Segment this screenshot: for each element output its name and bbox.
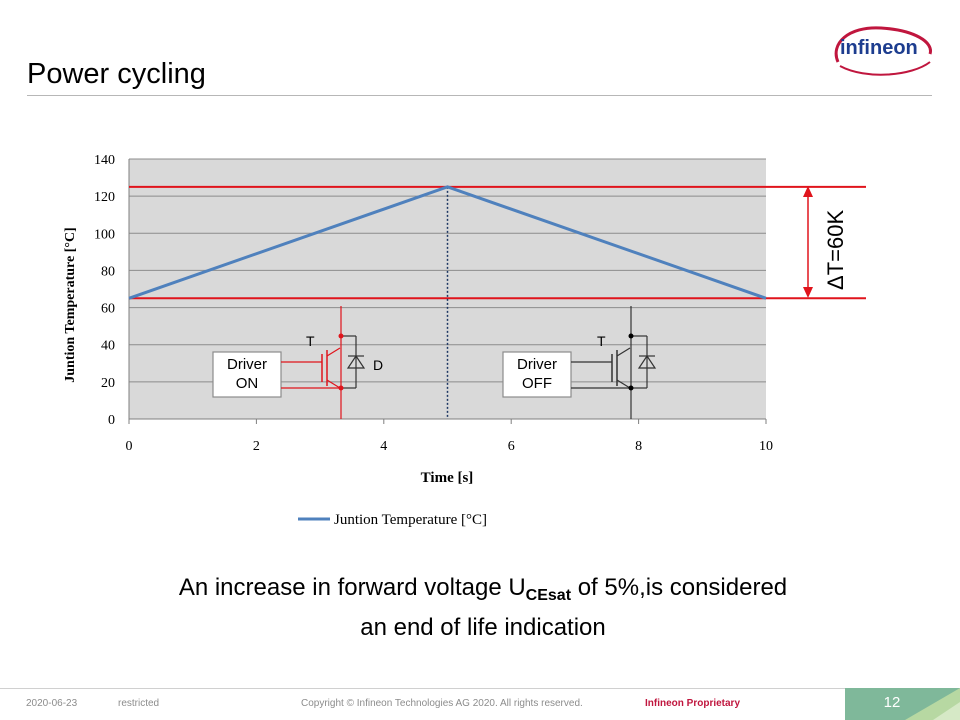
power-cycling-chart: 0 20 40 60 80 100 120 140 0 2 4 6 8 10 ΔT=60K Juntio… (63, 153, 866, 528)
y-tick-label: 140 (94, 153, 115, 168)
y-tick-label: 0 (108, 413, 115, 428)
slide-title: Power cycling (27, 58, 206, 90)
transistor-label-on: T (306, 333, 315, 349)
y-axis-label: Juntion Temperature [°C] (63, 227, 78, 382)
x-tick-label: 0 (126, 439, 133, 454)
junction-temperature-line (128, 185, 767, 300)
x-tick-label: 4 (380, 439, 387, 454)
caption-line1-post: of 5%,is considered (571, 574, 788, 601)
driver-off-circuit: Driver OFF T (502, 306, 657, 419)
caption-line2: an end of life indication (360, 614, 606, 641)
caption-subscript: CEsat (525, 587, 572, 604)
footer-divider (0, 688, 848, 689)
x-tick-label: 10 (759, 439, 773, 454)
driver-off-line1: Driver (517, 356, 557, 373)
slide-caption: An increase in forward voltage UCEsat of… (100, 572, 866, 644)
driver-on-line1: Driver (227, 356, 267, 373)
y-axis-ticks: 0 20 40 60 80 100 120 140 (94, 153, 115, 428)
delta-t-label: ΔT=60K (823, 210, 848, 290)
legend: Juntion Temperature [°C] (298, 512, 487, 528)
footer-classification: restricted (118, 698, 160, 709)
y-tick-label: 60 (101, 302, 115, 317)
footer-corner-graphic (845, 688, 960, 720)
y-tick-label: 120 (94, 190, 115, 205)
footer-date: 2020-06-23 (26, 698, 78, 709)
infineon-logo: infineon (834, 26, 932, 76)
driver-off-line2: OFF (522, 375, 552, 392)
caption-line1-pre: An increase in forward voltage U (178, 574, 526, 601)
transistor-label-off: T (597, 333, 606, 349)
logo-text: infineon (840, 37, 918, 59)
x-tick-label: 8 (635, 439, 642, 454)
diode-label: D (373, 357, 383, 373)
y-tick-label: 100 (94, 227, 115, 242)
page-number: 12 (883, 694, 901, 711)
y-tick-label: 20 (101, 376, 115, 391)
driver-on-line2: ON (236, 375, 259, 392)
driver-on-circuit: Driver ON T D (212, 306, 383, 419)
footer-copyright: Copyright © Infineon Technologies AG 202… (301, 698, 583, 709)
y-tick-label: 40 (101, 339, 115, 354)
y-tick-label: 80 (101, 264, 115, 279)
x-axis-label: Time [s] (421, 470, 474, 486)
title-divider (27, 95, 932, 96)
x-axis-ticks: 0 2 4 6 8 10 (126, 419, 773, 454)
x-tick-label: 6 (508, 439, 515, 454)
x-tick-label: 2 (253, 439, 260, 454)
legend-label: Juntion Temperature [°C] (334, 512, 487, 528)
footer-proprietary: Infineon Proprietary (645, 698, 741, 709)
delta-t-arrow (803, 186, 813, 298)
